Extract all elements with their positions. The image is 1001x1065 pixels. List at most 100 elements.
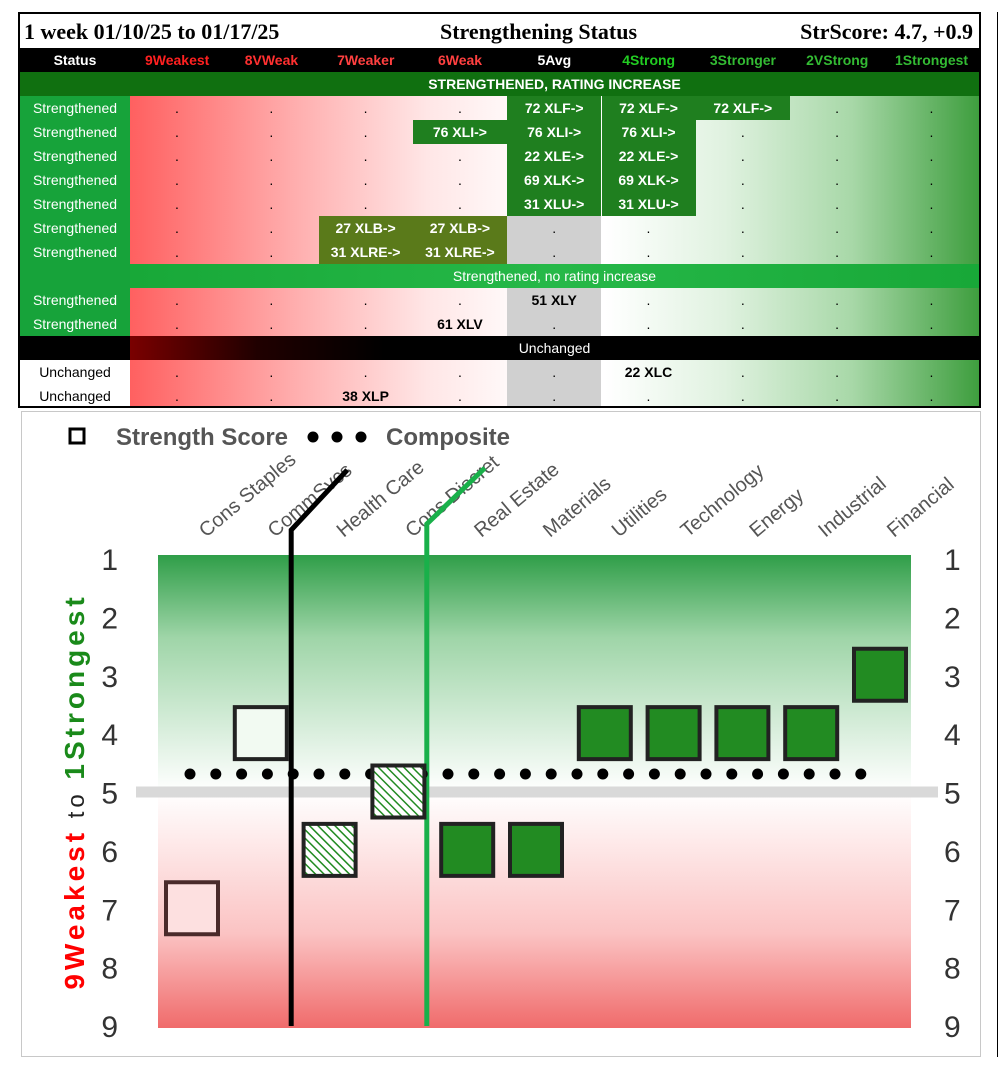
empty-cell: . (835, 100, 840, 116)
empty-cell: . (457, 196, 462, 212)
empty-cell: . (929, 196, 934, 212)
column-header-8: 2VStrong (806, 52, 869, 68)
empty-cell: . (740, 220, 745, 236)
composite-dot (648, 768, 660, 780)
y-tick-left: 6 (101, 836, 118, 869)
row-status-label: Strengthened (20, 240, 130, 264)
etf-cell: 76 XLI-> (412, 120, 507, 144)
empty-cell: . (740, 292, 745, 308)
etf-cell: 31 XLRE-> (318, 240, 413, 264)
composite-dot (261, 768, 273, 780)
empty-cell: . (457, 292, 462, 308)
commsvcs-divider-line (288, 468, 350, 1026)
composite-dot (597, 768, 609, 780)
column-header-2: 8VWeak (244, 52, 299, 68)
empty-cell: . (835, 196, 840, 212)
row-status-label: Strengthened (20, 288, 130, 312)
composite-dot (700, 768, 712, 780)
empty-cell: . (363, 148, 368, 164)
composite-dot (777, 768, 789, 780)
strength-score-marker (852, 646, 908, 703)
empty-cell: . (835, 316, 840, 332)
y-tick-left: 3 (101, 661, 118, 694)
legend-strength-score: Strength Score (116, 424, 288, 451)
table-row: Unchanged..... 22 XLC... (20, 360, 979, 384)
legend-dot-icon (307, 431, 319, 443)
empty-cell: . (269, 316, 274, 332)
empty-cell: . (835, 148, 840, 164)
table-row: Strengthened.... 22 XLE-> 22 XLE->... (20, 144, 979, 168)
empty-cell: . (363, 364, 368, 380)
etf-cell: 27 XLB-> (318, 216, 413, 240)
empty-cell: . (269, 220, 274, 236)
empty-cell: . (269, 196, 274, 212)
section-header-2: Strengthened, no rating increase (130, 264, 979, 288)
average-line (136, 786, 938, 798)
row-status-label: Unchanged (20, 384, 130, 406)
y-tick-left: 5 (101, 778, 118, 811)
section-header-1: STRENGTHENED, RATING INCREASE (130, 72, 979, 96)
empty-cell: . (175, 292, 179, 308)
row-status-label: Strengthened (20, 144, 130, 168)
y-tick-left: 2 (101, 602, 118, 635)
strength-score-marker (508, 821, 564, 878)
category-label: Financial (883, 474, 958, 542)
legend-composite: Composite (386, 424, 510, 451)
legend-square-icon (68, 427, 86, 445)
empty-cell: . (929, 124, 934, 140)
composite-dot (468, 768, 480, 780)
empty-cell: . (740, 124, 745, 140)
y-tick-left: 1 (101, 544, 118, 577)
etf-cell: 61 XLV (437, 316, 483, 332)
etf-cell: 31 XLU-> (507, 192, 602, 216)
category-label: Industrial (814, 473, 890, 542)
date-range-title: 1 week 01/10/25 to 01/17/25 (24, 19, 280, 44)
empty-cell: . (507, 312, 602, 336)
composite-dot (674, 768, 686, 780)
table-row: Strengthened.... 31 XLU-> 31 XLU->... (20, 192, 979, 216)
empty-cell: . (835, 388, 840, 404)
y-axis-label-part: 1Strongest (59, 593, 90, 779)
table-row: Strengthened.. 31 XLRE-> 31 XLRE->..... (20, 240, 979, 264)
empty-cell: . (929, 292, 934, 308)
y-axis-label-part: 9Weakest (59, 829, 90, 990)
etf-cell: 69 XLK-> (601, 168, 696, 192)
composite-dot (855, 768, 867, 780)
empty-cell: . (740, 148, 745, 164)
etf-cell: 22 XLE-> (507, 144, 602, 168)
empty-cell: . (740, 244, 745, 260)
composite-dot (726, 768, 738, 780)
composite-dot (545, 768, 557, 780)
category-label: Energy (745, 484, 808, 542)
composite-dot (236, 768, 248, 780)
composite-dot (571, 768, 583, 780)
etf-cell: 72 XLF-> (601, 96, 696, 120)
empty-cell: . (175, 100, 179, 116)
empty-cell: . (175, 220, 179, 236)
empty-cell: . (929, 172, 934, 188)
empty-cell: . (175, 196, 179, 212)
empty-cell: . (835, 220, 840, 236)
empty-cell: . (269, 388, 274, 404)
column-header-9: 1Strongest (894, 52, 969, 68)
etf-cell: 76 XLI-> (507, 120, 602, 144)
empty-cell: . (175, 172, 179, 188)
strength-score-marker (714, 705, 771, 762)
empty-cell: . (646, 316, 651, 332)
empty-cell: . (457, 388, 462, 404)
strength-score-marker (783, 705, 840, 762)
empty-cell: . (175, 244, 179, 260)
empty-cell: . (269, 124, 274, 140)
empty-cell: . (507, 360, 602, 384)
empty-cell: . (269, 172, 274, 188)
empty-cell: . (175, 148, 179, 164)
column-header-1: 9Weakest (144, 52, 210, 68)
empty-cell: . (457, 364, 462, 380)
empty-cell: . (175, 364, 179, 380)
empty-cell: . (269, 292, 274, 308)
composite-dot (210, 768, 222, 780)
row-status-label: Strengthened (20, 312, 130, 336)
y-tick-right: 7 (944, 894, 961, 927)
empty-cell: . (929, 220, 934, 236)
empty-cell: . (363, 196, 368, 212)
